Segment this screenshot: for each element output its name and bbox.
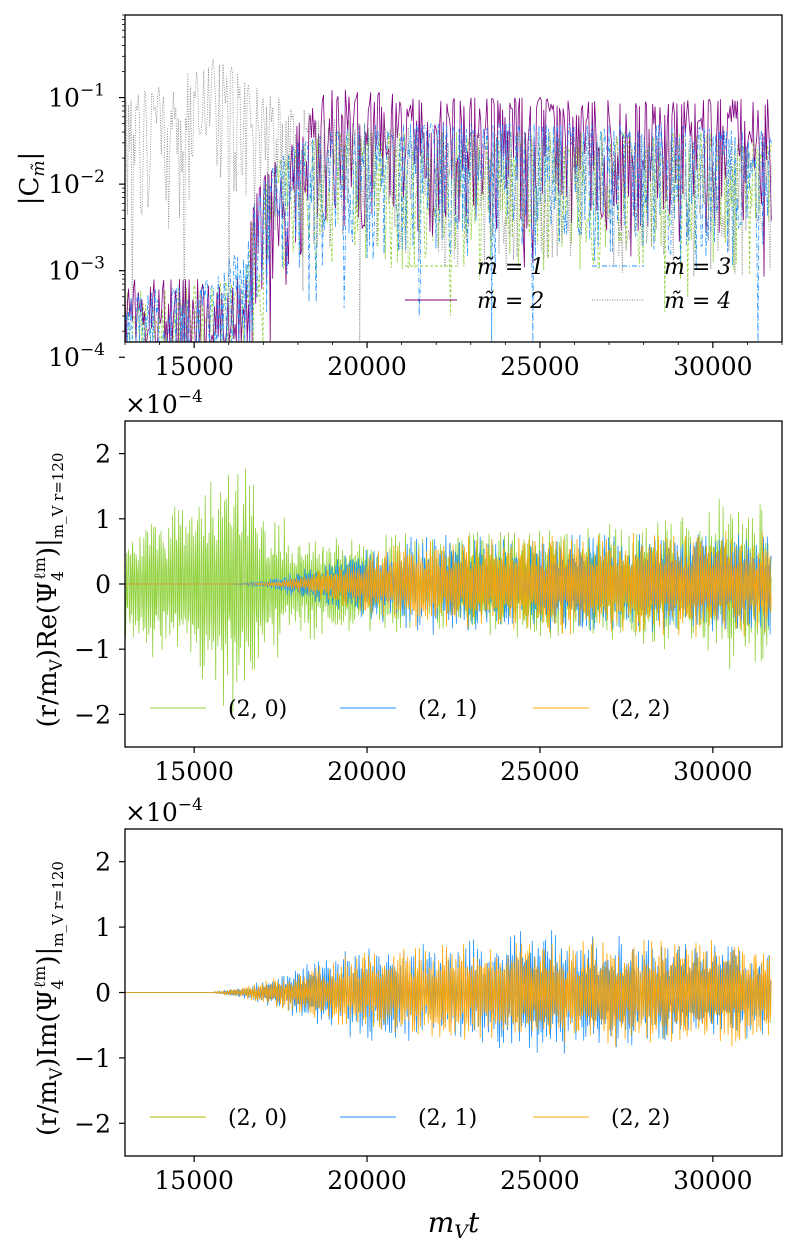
- x-tick-label: 15000: [154, 1166, 234, 1195]
- y-tick-label: 1: [95, 913, 111, 942]
- series-line-2: [125, 89, 772, 342]
- legend-label-2: (2, 1): [418, 1106, 477, 1131]
- chart-panel-3: 15000 20000 25000 30000 −2 −1 0 1 2 ×10−4 (r/mV)Im…: [30, 795, 783, 1243]
- x-tick-label: 25000: [500, 1166, 580, 1195]
- axis-multiplier: ×10−4: [125, 795, 203, 827]
- y-tick-label: 2: [95, 848, 111, 877]
- legend-label-2: (2, 1): [418, 697, 477, 722]
- y-tick-label: 2: [95, 440, 111, 469]
- legend-label-3: (2, 2): [611, 697, 670, 722]
- x-tick-label: 20000: [327, 1166, 407, 1195]
- x-tick-label: 30000: [673, 352, 753, 381]
- legend-label-1: (2, 0): [228, 697, 287, 722]
- series-line-3: [125, 938, 772, 1047]
- x-tick-label: 30000: [673, 1166, 753, 1195]
- x-tick-label: 20000: [327, 352, 407, 381]
- y-axis-label: (r/mV)Re(Ψ4ℓm)|m_V r=120: [30, 453, 67, 728]
- x-tick-label: 25000: [500, 757, 580, 786]
- y-tick-label: 0: [95, 979, 111, 1008]
- y-tick-label: 0: [95, 570, 111, 599]
- y-tick-label: 10−1: [48, 81, 105, 113]
- chart-panel-1: 15000 20000 25000 30000 10−4 10−3 10−2 10−1 |Cm̃…: [15, 14, 783, 381]
- series-line-1: [125, 130, 772, 342]
- legend-label-2: m̃ = 2: [477, 289, 544, 314]
- x-tick-label: 20000: [327, 757, 407, 786]
- y-tick-label: −1: [74, 1044, 111, 1073]
- y-tick-label: −1: [74, 635, 111, 664]
- y-tick-label: 10−2: [48, 167, 105, 199]
- legend-label-1: (2, 0): [228, 1106, 287, 1131]
- axes-frame: [124, 14, 783, 343]
- axis-multiplier: ×10−4: [125, 387, 203, 419]
- series-line-1: [125, 468, 772, 712]
- y-tick-label: 1: [95, 505, 111, 534]
- y-tick-label: −2: [74, 1109, 111, 1138]
- series-line-3: [125, 530, 772, 638]
- x-tick-label: 15000: [154, 757, 234, 786]
- y-axis-label: (r/mV)Im(Ψ4ℓm)|m_V r=120: [30, 861, 67, 1136]
- plot-area: [125, 930, 772, 1054]
- x-tick-label: 25000: [500, 352, 580, 381]
- legend-label-1: m̃ = 1: [477, 255, 544, 280]
- legend-label-3: (2, 2): [611, 1106, 670, 1131]
- series-line-4: [125, 59, 772, 342]
- chart-panel-2: 15000 20000 25000 30000 −2 −1 0 1 2 ×10−4 (r/mV)Re…: [30, 387, 783, 786]
- legend-label-4: m̃ = 4: [664, 289, 731, 314]
- x-tick-label: 30000: [673, 757, 753, 786]
- y-tick-label: −2: [74, 700, 111, 729]
- y-axis-label: |Cm̃|: [15, 152, 49, 206]
- x-tick-label: 15000: [154, 352, 234, 381]
- legend-label-3: m̃ = 3: [664, 255, 731, 280]
- plot-area: [125, 468, 772, 712]
- y-tick-label: 10−4: [48, 340, 105, 372]
- x-axis-label: mVt: [428, 1206, 480, 1243]
- y-tick-label: 10−3: [48, 254, 105, 286]
